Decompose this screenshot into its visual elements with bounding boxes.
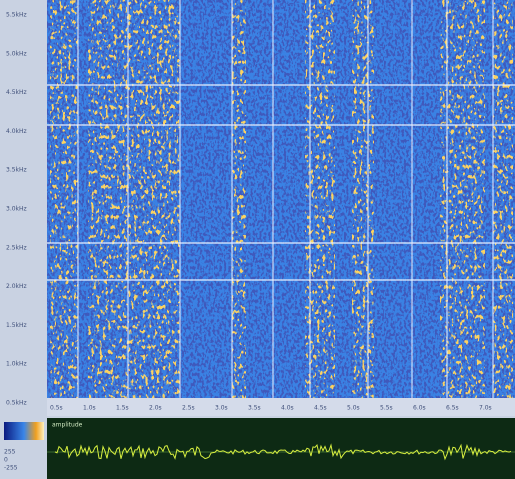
y-label: 2.5kHz — [6, 244, 27, 251]
page: amplitude 5.5kHz 5.0kHz 4.5kHz 4.0kHz 3.5kHz… — [0, 0, 515, 479]
x-label: 3.0s — [215, 405, 228, 412]
y-label: 1.5kHz — [6, 322, 27, 329]
x-label: 4.0s — [281, 405, 294, 412]
x-label: 7.0s — [479, 405, 492, 412]
energy-band — [352, 0, 374, 398]
x-label: 5.5s — [380, 405, 393, 412]
side-label: 255 — [4, 449, 16, 456]
side-label: -255 — [4, 465, 18, 472]
y-label: 0.5kHz — [6, 400, 27, 407]
waveform-title: amplitude — [52, 422, 83, 429]
gutter — [0, 0, 47, 479]
side-label: 0 — [4, 457, 8, 464]
x-label: 6.5s — [446, 405, 459, 412]
x-label: 4.5s — [314, 405, 327, 412]
y-label: 3.0kHz — [6, 206, 27, 213]
y-label: 3.5kHz — [6, 167, 27, 174]
energy-band — [232, 0, 246, 398]
spectrogram-window: amplitude 5.5kHz 5.0kHz 4.5kHz 4.0kHz 3.5kHz… — [0, 0, 515, 479]
y-label: 4.5kHz — [6, 89, 27, 96]
x-label: 1.5s — [116, 405, 129, 412]
y-label: 5.0kHz — [6, 50, 27, 57]
x-label: 5.0s — [347, 405, 360, 412]
x-label: 3.5s — [248, 405, 261, 412]
energy-band — [150, 0, 180, 398]
y-label: 5.5kHz — [6, 12, 27, 19]
x-label: 1.0s — [83, 405, 96, 412]
x-label: 2.0s — [149, 405, 162, 412]
energy-band — [493, 0, 513, 398]
x-label: 2.5s — [182, 405, 195, 412]
y-label: 1.0kHz — [6, 361, 27, 368]
energy-band — [50, 0, 78, 398]
y-label: 4.0kHz — [6, 128, 27, 135]
y-label: 2.0kHz — [6, 283, 27, 290]
color-bar — [4, 422, 44, 440]
x-label: 0.5s — [50, 405, 63, 412]
x-label: 6.0s — [413, 405, 426, 412]
